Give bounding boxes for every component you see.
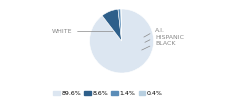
Wedge shape [121, 9, 122, 41]
Wedge shape [102, 9, 122, 41]
Wedge shape [118, 9, 122, 41]
Text: HISPANIC: HISPANIC [145, 35, 184, 42]
Text: BLACK: BLACK [142, 41, 176, 50]
Wedge shape [90, 9, 154, 73]
Text: A.I.: A.I. [144, 28, 165, 37]
Legend: 89.6%, 8.6%, 1.4%, 0.4%: 89.6%, 8.6%, 1.4%, 0.4% [53, 90, 163, 97]
Text: WHITE: WHITE [52, 29, 113, 34]
